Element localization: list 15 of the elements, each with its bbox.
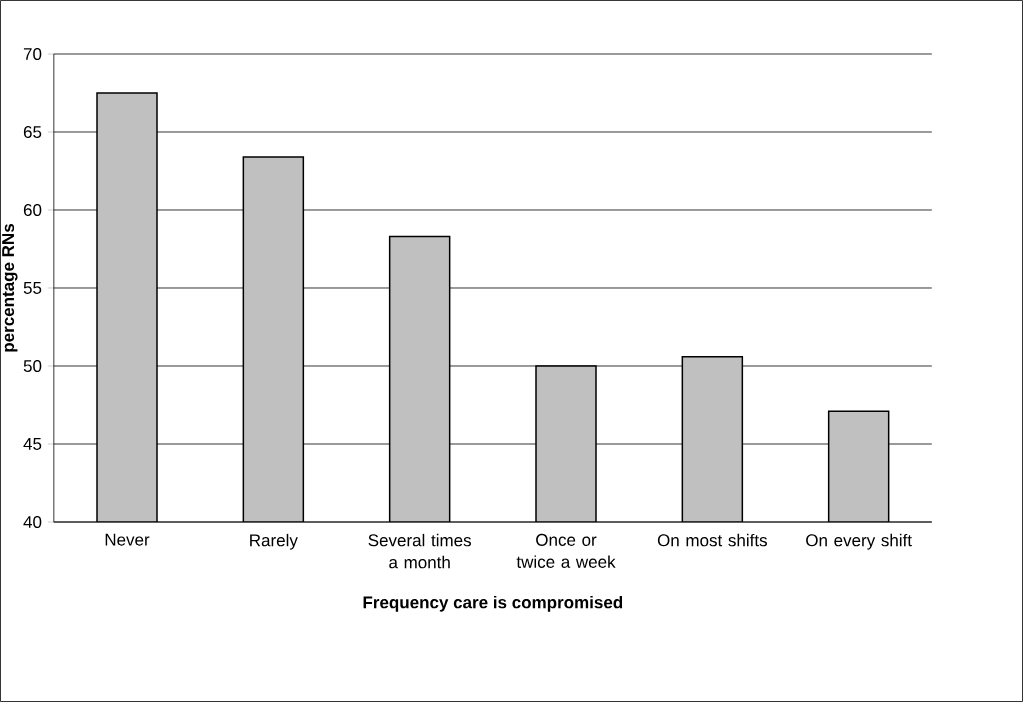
x-tick-label: Once or twice a week <box>516 533 616 568</box>
y-tick-label: 65 <box>23 125 42 139</box>
y-axis-title: percentage RNs <box>2 224 18 352</box>
x-tick-label: On most shifts <box>657 533 767 547</box>
y-tick-label: 40 <box>23 515 42 529</box>
y-tick-label: 70 <box>23 47 42 61</box>
x-tick-label: Rarely <box>250 533 298 550</box>
x-tick-label: Several times a month <box>368 533 471 569</box>
y-tick-label: 60 <box>23 203 42 217</box>
y-tick-label: 55 <box>23 282 42 294</box>
x-tick-label: Never <box>105 533 150 546</box>
y-tick-label: 50 <box>23 359 42 373</box>
x-axis-title: Frequency care is compromised <box>363 595 623 612</box>
y-tick-label: 45 <box>23 438 42 450</box>
x-tick-label: On every shift <box>806 533 912 550</box>
